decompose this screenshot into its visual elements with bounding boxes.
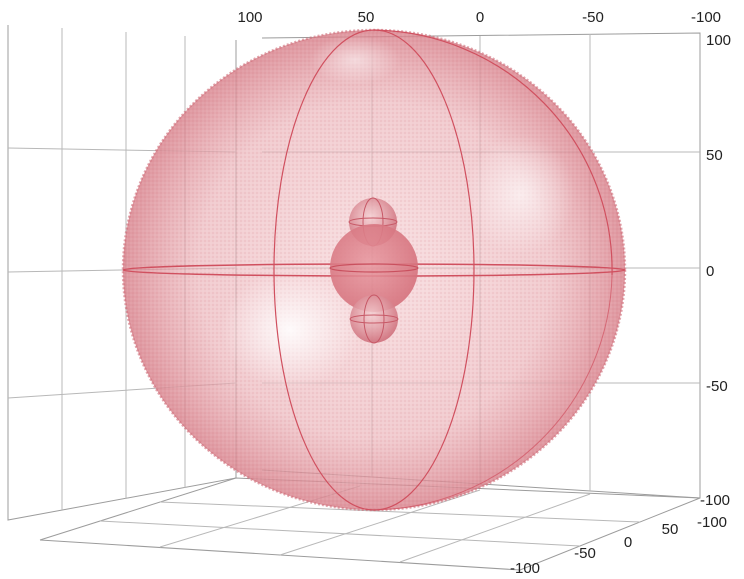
tick-label: -100: [691, 9, 721, 26]
tick-label: -50: [574, 545, 596, 562]
tick-label: -50: [582, 9, 604, 26]
meridian-line: [373, 29, 613, 276]
tick-label: -100: [510, 560, 540, 577]
tick-label: 100: [706, 32, 731, 49]
sphere-highlight: [310, 35, 400, 85]
sphere-highlight: [220, 270, 360, 390]
tick-label: 50: [358, 9, 375, 26]
tick-label: 0: [706, 263, 714, 280]
tick-label: -100: [700, 492, 730, 509]
inner-sphere-bottom: [349, 294, 399, 344]
floor-axis-labels: -100 -50 0 50 -100: [510, 514, 727, 577]
tick-label: 0: [476, 9, 484, 26]
right-axis-labels: 100 50 0 -50 -100: [700, 32, 731, 509]
tick-label: 50: [706, 147, 723, 164]
tick-label: 100: [237, 9, 262, 26]
sphere-highlight: [465, 135, 575, 255]
tick-label: 50: [662, 521, 679, 538]
floor-grid: [39, 477, 701, 571]
tick-label: 0: [624, 534, 632, 551]
tick-label: -100: [697, 514, 727, 531]
tick-label: -50: [706, 378, 728, 395]
inner-sphere-center: [329, 224, 419, 312]
top-axis-labels: 100 50 0 -50 -100: [237, 9, 721, 26]
